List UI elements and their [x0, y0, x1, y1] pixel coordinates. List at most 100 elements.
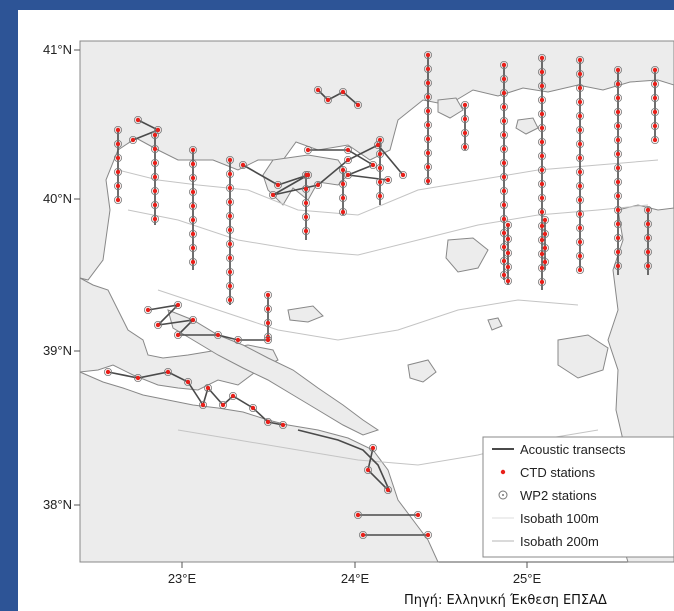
ctd-station	[340, 167, 346, 173]
ctd-station	[152, 202, 158, 208]
ctd-station	[377, 193, 383, 199]
wp2-station	[499, 228, 508, 237]
ctd-station	[365, 467, 371, 473]
ctd-station	[303, 214, 309, 220]
wp2-station	[576, 70, 585, 79]
ctd-station	[265, 337, 271, 343]
ctd-station	[265, 306, 271, 312]
wp2-station	[503, 248, 512, 257]
wp2-station	[150, 172, 159, 181]
wp2-station	[225, 155, 234, 164]
ctd-station	[501, 272, 507, 278]
wp2-station	[383, 175, 392, 184]
wp2-station	[238, 160, 247, 169]
wp2-station	[614, 247, 623, 256]
wp2-station	[114, 139, 123, 148]
ctd-station	[227, 269, 233, 275]
lon-axis: 23°E 24°E 25°E	[168, 562, 541, 586]
wp2-station	[134, 116, 143, 125]
wp2-station	[225, 281, 234, 290]
lon-label: 24°E	[341, 571, 370, 586]
wp2-station	[538, 165, 547, 174]
ctd-station	[645, 221, 651, 227]
land-north	[79, 40, 674, 281]
wp2-station	[233, 335, 242, 344]
ctd-station	[265, 292, 271, 298]
lon-label: 23°E	[168, 571, 197, 586]
lat-label: 38°N	[43, 497, 72, 512]
ctd-station	[377, 151, 383, 157]
wp2-station	[173, 330, 182, 339]
ctd-station	[275, 182, 281, 188]
ctd-station	[615, 249, 621, 255]
ctd-station	[227, 157, 233, 163]
ctd-station	[425, 178, 431, 184]
ctd-station	[577, 141, 583, 147]
ctd-station	[652, 123, 658, 129]
ctd-station	[227, 227, 233, 233]
isobath-200m	[127, 204, 649, 256]
wp2-station	[114, 167, 123, 176]
wp2-station	[150, 200, 159, 209]
ctd-station	[645, 249, 651, 255]
ctd-station	[425, 80, 431, 86]
wp2-station	[153, 126, 162, 135]
wp2-station	[213, 330, 222, 339]
ctd-station	[370, 445, 376, 451]
wp2-station	[114, 153, 123, 162]
wp2-station	[644, 261, 653, 270]
wp2-station	[499, 144, 508, 153]
wp2-station	[225, 253, 234, 262]
ctd-station	[400, 172, 406, 178]
lat-label: 41°N	[43, 42, 72, 57]
map-panel: 41°N 40°N 39°N 38°N 23°E 24°E 25°E Acous…	[18, 10, 674, 611]
wp2-station	[538, 96, 547, 105]
ctd-station	[501, 174, 507, 180]
ctd-station	[462, 130, 468, 136]
ctd-station	[315, 87, 321, 93]
wp2-station	[499, 256, 508, 265]
wp2-station	[268, 190, 277, 199]
wp2-station	[644, 205, 653, 214]
legend-iso100-label: Isobath 100m	[520, 511, 599, 526]
wp2-station	[499, 270, 508, 279]
lat-label: 40°N	[43, 191, 72, 206]
ctd-station	[227, 199, 233, 205]
wp2-station	[423, 93, 432, 102]
ctd-station	[615, 137, 621, 143]
ctd-station	[577, 71, 583, 77]
ctd-station	[577, 99, 583, 105]
ctd-station	[385, 177, 391, 183]
wp2-station	[114, 126, 123, 135]
ctd-station	[425, 52, 431, 58]
stations-layer	[104, 51, 660, 540]
legend-ctd-label: CTD stations	[520, 465, 596, 480]
wp2-station	[188, 145, 197, 154]
ctd-station	[265, 419, 271, 425]
ctd-station	[539, 111, 545, 117]
wp2-station	[651, 80, 660, 89]
wp2-station	[188, 315, 197, 324]
ctd-station	[425, 164, 431, 170]
ctd-station	[615, 67, 621, 73]
wp2-station	[644, 219, 653, 228]
wp2-station	[538, 193, 547, 202]
wp2-station	[576, 112, 585, 121]
wp2-station	[651, 122, 660, 131]
ctd-station	[577, 85, 583, 91]
wp2-station	[134, 373, 143, 382]
wp2-station	[343, 170, 352, 179]
wp2-station	[644, 233, 653, 242]
ctd-station	[539, 83, 545, 89]
ctd-station	[425, 108, 431, 114]
wp2-station	[423, 65, 432, 74]
ctd-station	[501, 90, 507, 96]
ctd-station	[305, 147, 311, 153]
ctd-station	[615, 151, 621, 157]
wp2-station	[301, 184, 310, 193]
ctd-station	[539, 97, 545, 103]
wp2-station	[423, 162, 432, 171]
wp2-station	[538, 137, 547, 146]
ctd-station	[355, 102, 361, 108]
ctd-station	[165, 369, 171, 375]
